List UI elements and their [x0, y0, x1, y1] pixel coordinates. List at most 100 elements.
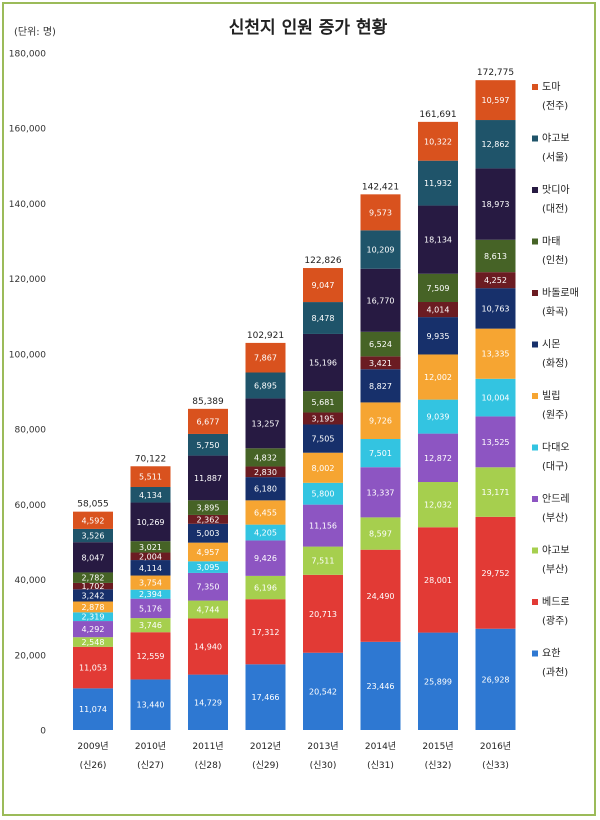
- bar-segment: [303, 652, 343, 730]
- y-tick-label: 100,000: [9, 350, 46, 360]
- bar-segment: [245, 448, 286, 467]
- bar-segment: [245, 575, 286, 600]
- data-label: 26,928: [482, 675, 510, 684]
- data-label: 5,511: [139, 473, 162, 482]
- data-label: 6,895: [254, 381, 277, 390]
- data-label: 5,176: [139, 604, 162, 613]
- bar-segment: [303, 574, 343, 653]
- legend-sub: (광주): [542, 615, 568, 627]
- legend-swatch: [532, 393, 538, 399]
- bar-segment: [303, 546, 343, 575]
- bar-segment: [188, 433, 228, 456]
- x-tick-sublabel: (신32): [425, 760, 452, 771]
- data-label: 7,511: [312, 557, 335, 566]
- legend-sub: (원주): [542, 409, 568, 421]
- bar-segment: [188, 514, 228, 524]
- x-tick-label: 2016년: [480, 741, 511, 752]
- data-label: 5,800: [312, 490, 335, 499]
- total-label: 172,775: [477, 68, 514, 78]
- data-label: 18,134: [424, 236, 452, 245]
- legend-name: 베드로: [542, 596, 570, 608]
- y-tick-label: 60,000: [15, 501, 47, 511]
- data-label: 12,872: [424, 454, 452, 463]
- data-label: 9,426: [254, 554, 277, 563]
- data-label: 10,322: [424, 137, 452, 146]
- data-label: 25,899: [424, 677, 452, 686]
- data-label: 17,466: [252, 693, 280, 702]
- bar-segment: [360, 268, 401, 332]
- data-label: 10,269: [137, 518, 165, 527]
- bar-segment: [303, 504, 343, 547]
- bar-segment: [188, 674, 228, 730]
- data-label: 7,505: [312, 435, 335, 444]
- bar-segment: [130, 541, 171, 553]
- data-label: 2,394: [139, 590, 162, 599]
- bar-segment: [73, 589, 113, 602]
- bar-segment: [245, 500, 286, 525]
- legend-swatch: [532, 496, 538, 502]
- bar-segment: [475, 288, 516, 329]
- data-label: 6,677: [197, 417, 220, 426]
- data-label: 4,292: [82, 625, 105, 634]
- data-label: 8,597: [369, 530, 392, 539]
- data-label: 28,001: [424, 576, 452, 585]
- data-label: 8,478: [312, 314, 335, 323]
- x-tick-sublabel: (신28): [195, 760, 222, 771]
- bar-segment: [188, 523, 228, 543]
- bar-segment: [475, 378, 516, 417]
- legend-name: 맛디아: [542, 184, 570, 196]
- data-label: 15,196: [309, 359, 337, 368]
- data-label: 6,196: [254, 584, 277, 593]
- data-label: 14,729: [194, 698, 222, 707]
- bar-segment: [360, 369, 401, 403]
- bar-segment: [303, 302, 343, 334]
- bar-segment: [130, 502, 171, 542]
- bar-segment: [360, 438, 401, 468]
- data-label: 5,750: [197, 441, 220, 450]
- bar-segment: [360, 517, 401, 550]
- bar-segment: [188, 561, 228, 573]
- data-label: 9,726: [369, 417, 392, 426]
- bar-segment: [418, 527, 458, 633]
- bar-segment: [73, 688, 113, 730]
- bar-segment: [360, 641, 401, 730]
- data-label: 13,525: [482, 438, 510, 447]
- legend-swatch: [532, 187, 538, 193]
- legend-name: 안드레: [542, 493, 570, 505]
- bar-segment: [418, 205, 458, 274]
- legend-name: 바돌로매: [542, 287, 579, 299]
- data-label: 8,827: [369, 382, 392, 391]
- data-label: 13,171: [482, 488, 510, 497]
- data-label: 2,878: [82, 603, 105, 612]
- data-label: 14,940: [194, 643, 222, 652]
- bar-segment: [73, 528, 113, 543]
- data-label: 3,526: [82, 532, 105, 541]
- data-label: 7,867: [254, 354, 277, 363]
- data-label: 29,752: [482, 569, 510, 578]
- bar-segment: [418, 433, 458, 483]
- x-tick-label: 2014년: [365, 741, 396, 752]
- data-label: 3,746: [139, 621, 162, 630]
- bar-segment: [188, 618, 228, 675]
- legend-sub: (화곡): [542, 306, 568, 318]
- x-tick-label: 2009년: [77, 741, 108, 752]
- bar-segment: [188, 500, 228, 515]
- bar-segment: [360, 331, 401, 357]
- bar-segment: [475, 467, 516, 517]
- bar-segment: [360, 356, 401, 370]
- data-label: 12,559: [137, 652, 165, 661]
- bar-segment: [73, 511, 113, 529]
- bar-segment: [245, 524, 286, 541]
- legend-swatch: [532, 599, 538, 605]
- bar-segment: [245, 540, 286, 576]
- data-label: 12,032: [424, 501, 452, 510]
- bar-segment: [303, 333, 343, 392]
- bar-segment: [188, 542, 228, 562]
- bar-segment: [418, 273, 458, 303]
- data-label: 12,002: [424, 373, 452, 382]
- legend-sub: (과천): [542, 667, 568, 679]
- legend-name: 마태: [542, 236, 560, 248]
- data-label: 10,597: [482, 96, 510, 105]
- data-label: 3,421: [369, 359, 392, 368]
